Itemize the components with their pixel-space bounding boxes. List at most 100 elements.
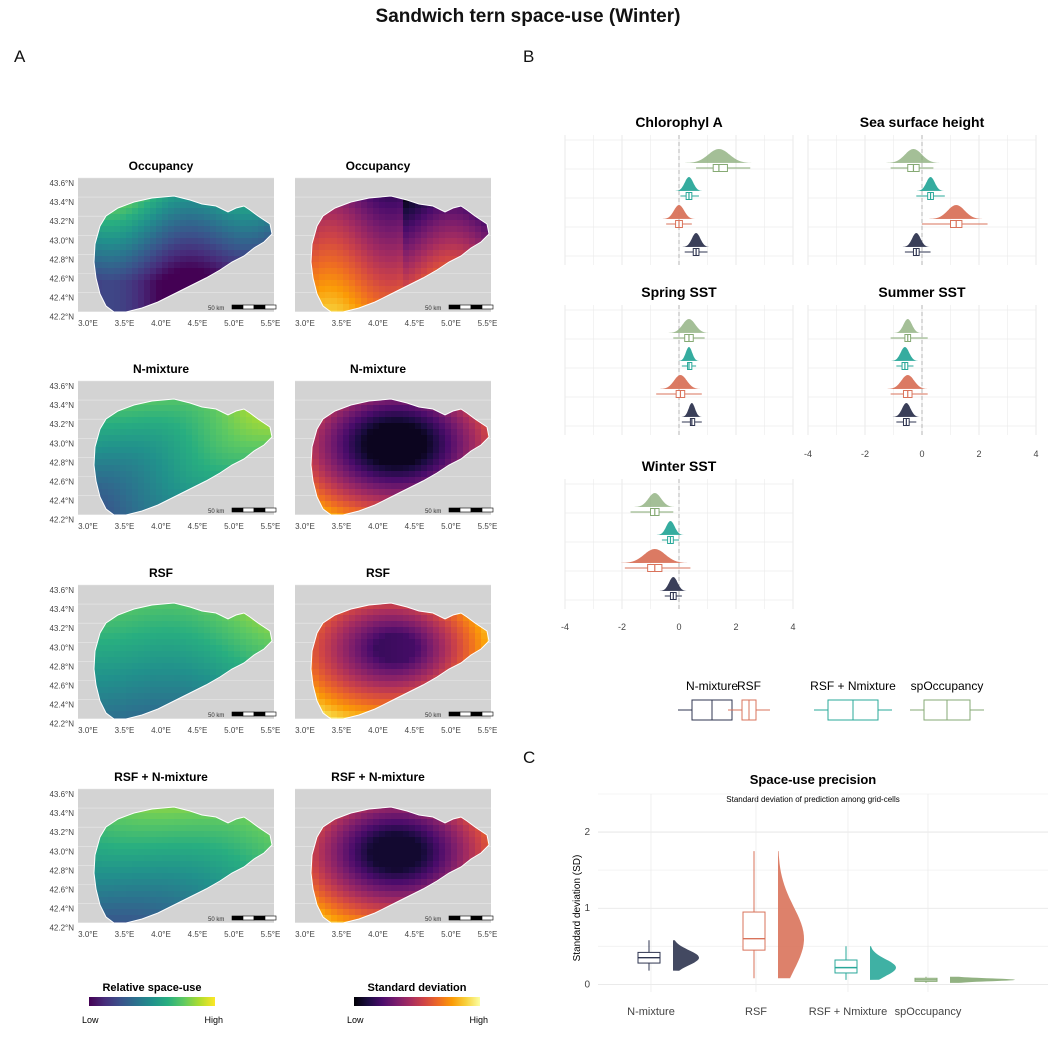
lon-tick-label: 3.5°E bbox=[115, 726, 135, 735]
lon-tick-label: 5.0°E bbox=[441, 930, 461, 939]
lon-tick-label: 3.5°E bbox=[115, 930, 135, 939]
lon-tick-label: 5.5°E bbox=[261, 930, 281, 939]
lat-tick-label: 42.6°N bbox=[49, 275, 74, 284]
lat-tick-label: 42.6°N bbox=[49, 886, 74, 895]
scale-bar bbox=[231, 915, 277, 921]
lat-tick-label: 43.2°N bbox=[49, 624, 74, 633]
scale-bar bbox=[231, 711, 277, 717]
density-rsfnmixture bbox=[917, 177, 945, 191]
facet-3 bbox=[807, 305, 1037, 435]
lon-tick-label: 5.0°E bbox=[441, 522, 461, 531]
legend-label: spOccupancy bbox=[911, 679, 984, 693]
lat-tick-label: 42.8°N bbox=[49, 866, 74, 875]
density-spoccupancy bbox=[668, 319, 710, 333]
x-tick-label: -2 bbox=[618, 622, 626, 632]
coastline bbox=[93, 602, 273, 720]
lon-tick-label: 5.0°E bbox=[224, 726, 244, 735]
figure-title: Sandwich tern space-use (Winter) bbox=[375, 6, 681, 27]
map-title: Occupancy bbox=[129, 159, 194, 173]
lon-tick-label: 4.0°E bbox=[151, 726, 171, 735]
facet-title: Spring SST bbox=[641, 284, 717, 300]
lat-tick-label: 43.6°N bbox=[49, 179, 74, 188]
lon-tick-label: 4.5°E bbox=[188, 319, 208, 328]
lat-tick-label: 43.4°N bbox=[49, 605, 74, 614]
map-title: RSF + N-mixture bbox=[331, 770, 425, 784]
map-r2-c0: 50 km bbox=[78, 584, 277, 720]
legend-label: RSF + Nmixture bbox=[810, 679, 896, 693]
precision-panel: Space-use precision Standard deviation of… bbox=[572, 772, 1048, 1018]
density-spoccupancy bbox=[634, 493, 675, 507]
density-nmixture bbox=[892, 403, 920, 417]
scale-bar bbox=[448, 915, 494, 921]
lon-tick-label: 3.0°E bbox=[295, 726, 315, 735]
lon-tick-label: 4.5°E bbox=[188, 930, 208, 939]
density-spoccupancy bbox=[894, 319, 922, 333]
coastline bbox=[310, 398, 490, 516]
lat-tick-label: 43.0°N bbox=[49, 439, 74, 448]
x-tick-label: 0 bbox=[676, 622, 681, 632]
facet-title: Winter SST bbox=[642, 458, 717, 474]
legend-label: RSF bbox=[737, 679, 761, 693]
density-nmixture bbox=[659, 577, 687, 591]
category-label: RSF + Nmixture bbox=[809, 1006, 888, 1018]
x-tick-label: -4 bbox=[804, 449, 812, 459]
lon-tick-label: 5.5°E bbox=[478, 726, 498, 735]
lat-tick-label: 42.4°N bbox=[49, 905, 74, 914]
category-label: RSF bbox=[745, 1006, 767, 1018]
scale-bar-label: 50 km bbox=[425, 917, 441, 923]
precision-title: Space-use precision bbox=[750, 772, 876, 787]
x-tick-label: -2 bbox=[861, 449, 869, 459]
density-nmixture bbox=[682, 233, 710, 247]
density-rsf bbox=[660, 375, 701, 389]
lon-tick-label: 3.0°E bbox=[295, 319, 315, 328]
lat-tick-label: 43.2°N bbox=[49, 420, 74, 429]
coefficient-panel: Chlorophyl A Sea surface height Spring SST… bbox=[561, 114, 1039, 632]
facet-4 bbox=[564, 479, 794, 609]
box bbox=[712, 164, 728, 172]
precision-ylabel: Standard deviation (SD) bbox=[572, 855, 583, 962]
coastline bbox=[93, 806, 273, 924]
precision-violin bbox=[950, 976, 1015, 983]
lat-tick-label: 43.0°N bbox=[49, 847, 74, 856]
lon-tick-label: 3.0°E bbox=[78, 930, 98, 939]
lon-tick-label: 3.0°E bbox=[78, 726, 98, 735]
facet-title: Chlorophyl A bbox=[635, 114, 722, 130]
density-nmixture bbox=[902, 233, 930, 247]
sd-legend-high: High bbox=[469, 1015, 488, 1025]
sd-legend-colorbar bbox=[354, 997, 480, 1006]
coastline bbox=[310, 806, 490, 924]
lon-tick-label: 5.5°E bbox=[478, 522, 498, 531]
lon-tick-label: 4.0°E bbox=[151, 319, 171, 328]
lon-tick-label: 4.5°E bbox=[405, 930, 425, 939]
lat-tick-label: 43.6°N bbox=[49, 586, 74, 595]
scale-bar bbox=[448, 304, 494, 310]
lat-tick-label: 43.6°N bbox=[49, 790, 74, 799]
lat-tick-label: 43.6°N bbox=[49, 382, 74, 391]
density-rsfnmixture bbox=[656, 521, 684, 535]
box bbox=[689, 418, 696, 426]
lon-tick-label: 5.5°E bbox=[478, 319, 498, 328]
precision-box bbox=[742, 911, 766, 951]
facet-title: Summer SST bbox=[878, 284, 966, 300]
precision-box bbox=[834, 959, 858, 974]
density-nmixture bbox=[681, 403, 702, 417]
map-r1-c0: 50 km bbox=[78, 380, 277, 516]
density-rsfnmixture bbox=[891, 347, 919, 361]
lat-tick-label: 42.2°N bbox=[49, 720, 74, 729]
lat-tick-label: 42.4°N bbox=[49, 497, 74, 506]
lon-tick-label: 3.5°E bbox=[332, 726, 352, 735]
panel-label-b: B bbox=[523, 47, 535, 66]
box bbox=[687, 362, 693, 370]
coastline bbox=[93, 195, 273, 313]
density-rsf bbox=[887, 375, 928, 389]
map-r0-c0: 50 km bbox=[78, 177, 277, 313]
precision-subtitle: Standard deviation of prediction among g… bbox=[726, 795, 899, 804]
scale-bar bbox=[231, 304, 277, 310]
lat-tick-label: 42.2°N bbox=[49, 313, 74, 322]
lon-tick-label: 5.5°E bbox=[261, 319, 281, 328]
density-rsfnmixture bbox=[678, 347, 700, 361]
x-tick-label: -4 bbox=[561, 622, 569, 632]
lon-tick-label: 4.5°E bbox=[405, 319, 425, 328]
category-label: N-mixture bbox=[627, 1006, 675, 1018]
